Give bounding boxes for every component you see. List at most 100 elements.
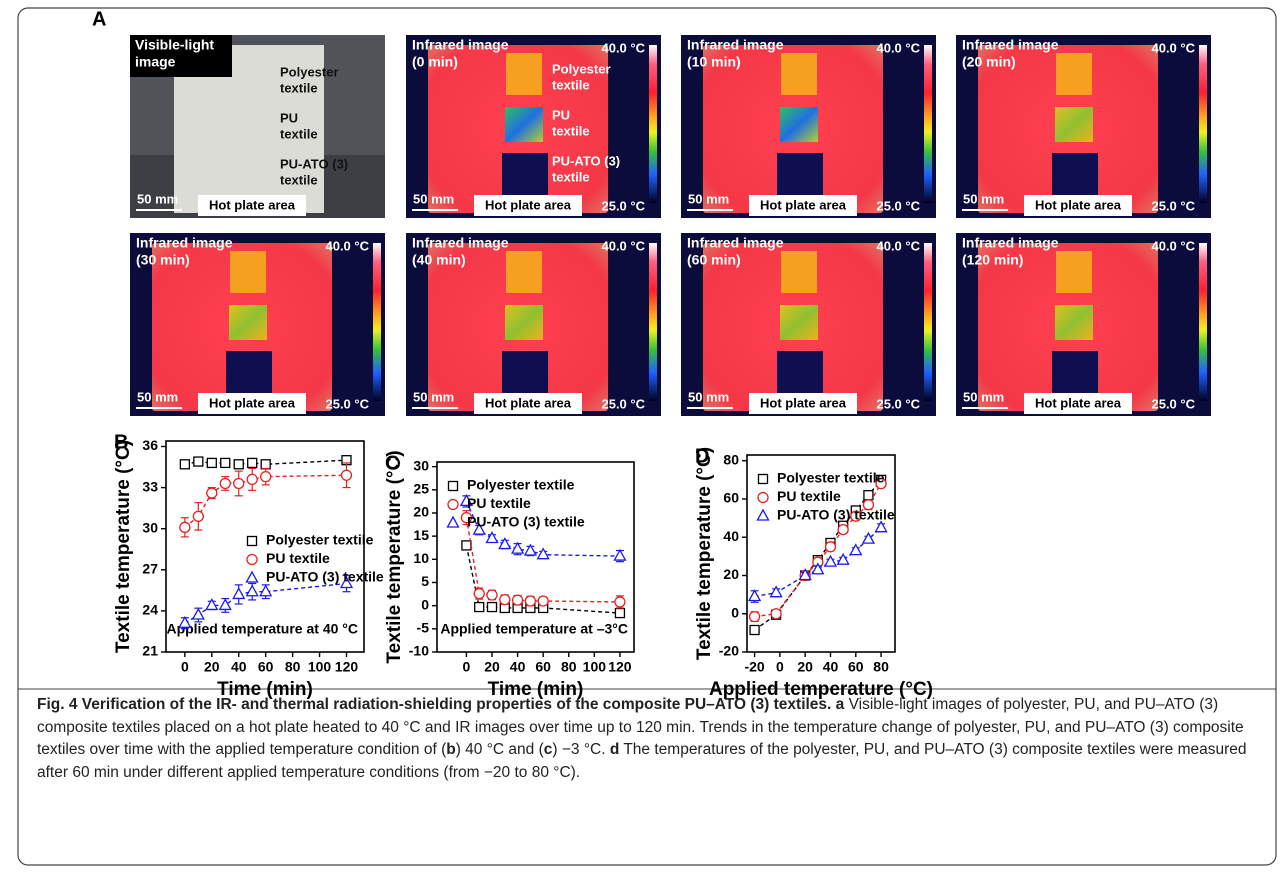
y-axis-label: Textile temperature (°C) [113,440,134,653]
marker [232,587,246,600]
marker [218,598,232,611]
color-bar [649,243,657,401]
x-tick-label: 20 [204,659,220,675]
area-label: Hot plate area [1035,395,1122,410]
area-label: Hot plate area [760,395,847,410]
color-max: 40.0 °C [1151,238,1195,253]
image-title: (30 min) [136,252,190,268]
ir-pu [505,305,543,340]
marker [246,473,258,486]
ir-pu-ato [1052,153,1098,197]
marker [837,523,849,536]
marker [219,477,231,490]
x-tick-label: -20 [744,659,764,675]
x-tick-label: 20 [484,659,500,675]
title-box [130,35,232,77]
image-title: Infrared image [962,235,1059,251]
caption-bold: a [835,696,845,713]
x-tick-label: 80 [285,659,301,675]
marker [614,596,626,608]
marker [460,511,473,524]
y-tick-label: 20 [413,504,429,520]
marker [233,459,244,470]
marker [769,585,783,598]
image-panel: Infrared image(20 min) 40.0 °C 25.0 °C 50 m… [956,35,1211,218]
y-tick-label: 20 [723,566,739,582]
marker [485,531,499,544]
textile-label: Polyester [552,61,611,76]
legend-label: PU-ATO (3) textile [266,569,384,585]
x-tick-label: 40 [231,659,247,675]
marker [536,547,550,560]
marker [823,554,838,567]
textile-label: PU-ATO (3) [280,156,348,171]
y-axis-label: Textile temperature (°C) [694,447,715,660]
legend-entry: Polyester textile [447,477,575,493]
marker [747,589,762,602]
ir-polyester [1056,53,1092,95]
area-box [749,195,857,216]
marker [756,508,770,521]
caption-text: ) −3 °C. [552,741,610,758]
marker [498,537,512,550]
marker [246,553,258,566]
scale-label: 50 mm [688,191,729,206]
legend-entry: PU-ATO (3) textile [756,507,895,523]
ir-pu [780,107,818,142]
textile-label: textile [552,169,590,184]
image-title: (10 min) [687,54,741,70]
y-tick-label: 25 [413,481,429,497]
y-tick-label: 80 [723,451,739,467]
marker [836,552,850,565]
legend-label: PU-ATO (3) textile [777,507,895,523]
legend-label: Polyester textile [467,477,575,493]
image-title: (0 min) [412,54,458,70]
marker [461,540,472,551]
ir-pu [1055,305,1093,340]
plot-frame [436,461,635,653]
marker [875,478,887,490]
marker [537,595,549,607]
marker [523,543,537,556]
marker [798,568,812,581]
marker [613,548,627,561]
marker [191,607,205,620]
legend-entry: PU textile [246,550,330,566]
marker [206,457,217,469]
y-tick-label: -10 [409,643,429,659]
x-axis-label: Time (min) [488,679,584,700]
marker [260,470,272,483]
color-max: 40.0 °C [876,238,920,253]
legend-label: PU textile [266,550,330,566]
x-tick-label: 0 [463,659,471,675]
x-tick-label: 100 [583,659,607,675]
legend-entry: PU-ATO (3) textile [245,569,384,585]
caption-text: Visible-light images of polyester, PU, a… [37,696,1244,758]
panel-label: C [385,452,399,474]
x-tick-label: 0 [181,659,189,675]
y-tick-label: 5 [421,573,429,589]
ir-pu-ato [502,153,548,197]
textile-label: PU-ATO (3) [552,153,620,168]
area-box [474,195,582,216]
marker [499,593,511,606]
x-tick-label: 80 [561,659,577,675]
scale-label: 50 mm [137,389,178,404]
image-title: Infrared image [962,37,1059,53]
x-axis-label: Time (min) [217,679,313,700]
area-label: Hot plate area [209,395,296,410]
plot-frame [746,454,896,653]
marker [459,494,474,507]
color-bar [1199,45,1207,203]
ir-polyester [781,251,817,293]
image-title: (40 min) [412,252,466,268]
area-box [749,393,857,414]
legend-entry: Polyester textile [246,532,374,548]
color-bar [373,243,381,401]
marker [339,576,354,589]
image-title: (120 min) [962,252,1023,268]
area-label: Hot plate area [209,197,296,212]
marker [511,594,524,606]
y-axis-label: Textile temperature (°C) [384,450,405,663]
color-min: 25.0 °C [325,396,369,411]
